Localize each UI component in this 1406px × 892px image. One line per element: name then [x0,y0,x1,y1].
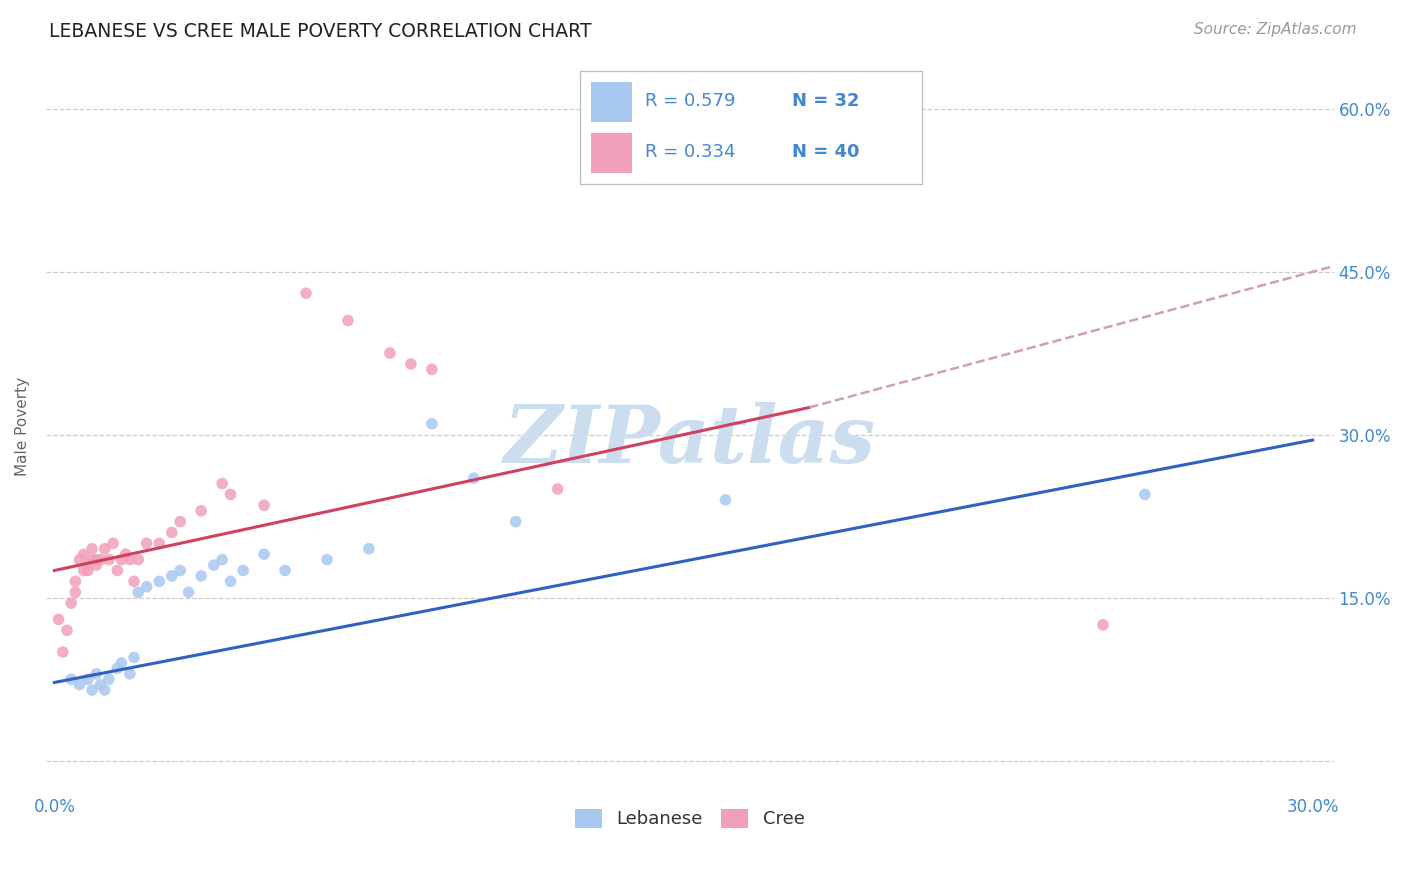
Point [399,357,422,371]
Point [97,672,120,686]
Point [84,666,107,681]
Point [82,552,104,566]
Text: Source: ZipAtlas.com: Source: ZipAtlas.com [1194,22,1357,37]
Text: LEBANESE VS CREE MALE POVERTY CORRELATION CHART: LEBANESE VS CREE MALE POVERTY CORRELATIO… [49,22,592,41]
Point [89,678,111,692]
Point [118,666,141,681]
Point [1091,618,1114,632]
Point [114,547,136,561]
Point [463,471,485,485]
Point [336,313,359,327]
Point [73,547,96,561]
Point [110,656,132,670]
Point [127,585,149,599]
Point [77,564,100,578]
Point [82,683,104,698]
Point [93,541,115,556]
Point [127,552,149,566]
Point [169,564,191,578]
Point [77,558,100,572]
Point [93,683,115,698]
Point [84,558,107,572]
Point [73,564,96,578]
Point [1133,487,1156,501]
Point [135,580,157,594]
Point [135,536,157,550]
Point [97,552,120,566]
Point [60,596,83,610]
Point [118,552,141,566]
Point [148,574,170,589]
Point [82,541,104,556]
Point [274,564,297,578]
Point [56,624,79,638]
Point [177,585,200,599]
Point [211,476,233,491]
Text: ZIPatlas: ZIPatlas [503,402,876,480]
Point [190,569,212,583]
Point [219,574,242,589]
Point [295,286,318,301]
Point [89,552,111,566]
Point [232,564,254,578]
Point [101,536,124,550]
Point [714,492,737,507]
Point [122,650,145,665]
Point [420,417,443,431]
Point [60,672,83,686]
Point [84,552,107,566]
Point [505,515,527,529]
Point [77,672,100,686]
Point [65,585,87,599]
Point [69,678,91,692]
Point [105,661,128,675]
Point [219,487,242,501]
Point [169,515,191,529]
Point [52,645,75,659]
Point [48,612,70,626]
Point [211,552,233,566]
Point [69,552,91,566]
Point [202,558,225,572]
Point [253,498,276,512]
Legend: Lebanese, Cree: Lebanese, Cree [568,802,811,836]
Point [378,346,401,360]
Point [65,574,87,589]
Point [190,504,212,518]
Point [105,564,128,578]
Point [160,525,183,540]
Point [547,482,569,496]
Point [420,362,443,376]
Point [110,552,132,566]
Point [160,569,183,583]
Point [148,536,170,550]
Point [316,552,339,566]
Point [253,547,276,561]
Point [122,574,145,589]
Y-axis label: Male Poverty: Male Poverty [15,377,30,476]
Point [357,541,380,556]
